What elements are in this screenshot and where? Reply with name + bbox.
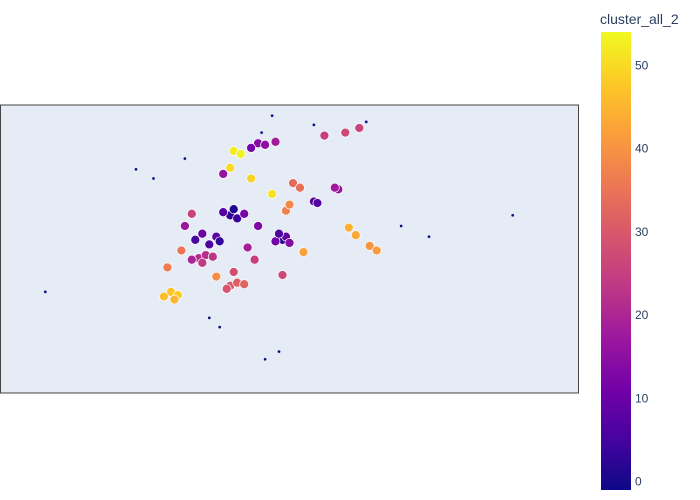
cluster-point[interactable] xyxy=(329,182,340,193)
cluster-point[interactable] xyxy=(354,123,365,133)
colorbar-tick-label: 20 xyxy=(635,308,649,322)
cluster-point[interactable] xyxy=(239,279,250,290)
colorbar-title: cluster_all_2 xyxy=(600,11,679,27)
noise-point[interactable] xyxy=(312,123,316,127)
cluster-point[interactable] xyxy=(274,228,284,239)
cluster-point[interactable] xyxy=(340,127,351,138)
cluster-point[interactable] xyxy=(246,173,256,184)
cluster-point[interactable] xyxy=(298,247,309,257)
cluster-point[interactable] xyxy=(228,204,239,215)
noise-point[interactable] xyxy=(263,357,267,362)
cluster-point[interactable] xyxy=(211,271,222,282)
noise-point[interactable] xyxy=(399,224,403,228)
cluster-point[interactable] xyxy=(228,267,239,277)
cluster-point[interactable] xyxy=(284,199,295,210)
cluster-point[interactable] xyxy=(218,169,229,179)
map-background xyxy=(0,104,579,394)
cluster-point[interactable] xyxy=(204,239,215,250)
noise-point[interactable] xyxy=(270,113,274,118)
cluster-point[interactable] xyxy=(180,221,190,231)
noise-point[interactable] xyxy=(364,120,369,124)
colorbar: cluster_all_2 0 10 20 30 40 50 xyxy=(600,11,679,490)
points-layer xyxy=(43,113,515,362)
cluster-point[interactable] xyxy=(235,149,246,159)
cluster-point[interactable] xyxy=(176,245,187,256)
colorbar-tick-label: 10 xyxy=(635,391,649,405)
noise-point[interactable] xyxy=(217,325,222,329)
cluster-point[interactable] xyxy=(186,208,197,219)
cluster-point[interactable] xyxy=(169,294,180,305)
cluster-point[interactable] xyxy=(267,189,277,199)
noise-point[interactable] xyxy=(151,176,156,181)
noise-point[interactable] xyxy=(427,234,431,239)
cluster-point[interactable] xyxy=(312,198,323,208)
cluster-point[interactable] xyxy=(242,242,253,253)
cluster-point[interactable] xyxy=(288,178,298,188)
cluster-point[interactable] xyxy=(186,254,197,265)
cluster-point[interactable] xyxy=(319,130,330,141)
cluster-point[interactable] xyxy=(190,234,201,245)
noise-point[interactable] xyxy=(134,167,138,172)
cluster-point[interactable] xyxy=(162,262,173,273)
noise-point[interactable] xyxy=(259,130,264,135)
noise-point[interactable] xyxy=(183,156,187,161)
noise-point[interactable] xyxy=(43,290,48,294)
cluster-point[interactable] xyxy=(197,228,208,239)
noise-point[interactable] xyxy=(207,316,212,320)
cluster-point[interactable] xyxy=(364,241,375,251)
colorbar-tick-label: 0 xyxy=(635,475,642,489)
cluster-point[interactable] xyxy=(277,270,288,280)
cluster-point[interactable] xyxy=(207,251,218,262)
noise-point[interactable] xyxy=(510,213,515,218)
cluster-point[interactable] xyxy=(284,238,295,248)
noise-point[interactable] xyxy=(277,349,281,354)
cluster-point[interactable] xyxy=(343,222,354,233)
cluster-point[interactable] xyxy=(239,208,250,219)
cluster-point[interactable] xyxy=(159,291,169,302)
cluster-point[interactable] xyxy=(270,136,281,147)
cluster-point[interactable] xyxy=(295,182,305,193)
cluster-point[interactable] xyxy=(246,143,256,153)
cluster-point[interactable] xyxy=(249,254,260,265)
colorbar-gradient xyxy=(601,32,631,490)
colorbar-tick-label: 30 xyxy=(635,225,649,239)
cluster-point[interactable] xyxy=(221,283,232,294)
cluster-point[interactable] xyxy=(214,236,225,247)
cluster-point[interactable] xyxy=(253,221,263,231)
colorbar-ticks: 0 10 20 30 40 50 xyxy=(635,58,649,488)
cluster-point[interactable] xyxy=(218,207,229,218)
cluster-point[interactable] xyxy=(232,213,243,224)
cluster-point[interactable] xyxy=(260,139,270,150)
cluster-point[interactable] xyxy=(350,230,361,241)
colorbar-tick-label: 40 xyxy=(635,142,649,156)
colorbar-tick-label: 50 xyxy=(635,58,649,72)
cluster-point[interactable] xyxy=(225,162,236,173)
cluster-point[interactable] xyxy=(197,257,208,268)
cluster-point[interactable] xyxy=(371,245,382,256)
